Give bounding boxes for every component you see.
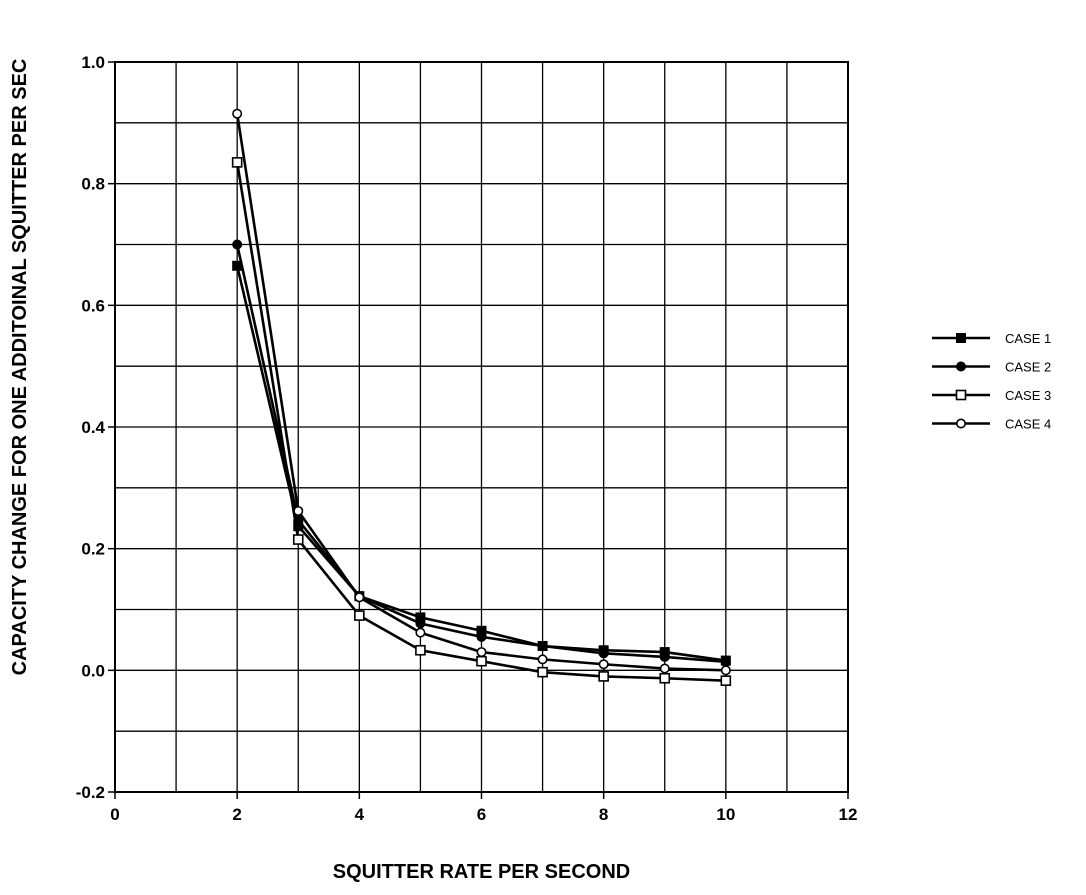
legend: CASE 1 CASE 2 CASE 3 CASE 4 — [932, 331, 1051, 432]
data-point — [476, 625, 487, 636]
data-point — [476, 655, 487, 667]
data-point — [415, 644, 426, 656]
data-point — [415, 618, 426, 629]
data-point — [537, 654, 548, 665]
legend-label: CASE 4 — [1005, 417, 1051, 432]
data-point — [232, 260, 243, 271]
data-point — [293, 505, 304, 516]
y-tick-label: 0.4 — [81, 418, 105, 437]
data-point — [537, 641, 548, 651]
legend-label: CASE 1 — [1005, 331, 1051, 346]
x-tick-label: 2 — [232, 805, 241, 824]
data-point — [598, 671, 609, 682]
data-point — [659, 651, 670, 662]
legend-item: CASE 2 — [932, 360, 1051, 375]
y-tick-label: 0.8 — [81, 175, 105, 194]
x-tick-label: 4 — [355, 805, 365, 824]
data-point — [537, 666, 548, 678]
axis-ticks: 0 2 4 6 8 10 12 -0.2 0.0 0.2 0.4 0.6 0.8 1.0 — [76, 53, 858, 824]
data-point — [598, 659, 609, 670]
data-point — [415, 627, 426, 638]
legend-item: CASE 4 — [932, 417, 1051, 432]
data-point — [720, 675, 732, 686]
legend-item: CASE 1 — [932, 331, 1051, 346]
y-axis-title: CAPACITY CHANGE FOR ONE ADDITOINAL SQUIT… — [9, 59, 31, 676]
legend-marker — [956, 361, 966, 372]
y-tick-label: 1.0 — [81, 53, 105, 72]
data-point — [659, 663, 670, 674]
data-point — [354, 610, 365, 621]
data-point — [659, 672, 671, 684]
x-axis-title: SQUITTER RATE PER SECOND — [333, 861, 630, 883]
x-tick-label: 10 — [716, 805, 735, 824]
y-tick-label: -0.2 — [76, 783, 105, 802]
x-tick-label: 0 — [110, 805, 119, 824]
legend-label: CASE 2 — [1005, 360, 1051, 375]
data-point — [292, 534, 304, 545]
chart-grid — [115, 62, 848, 792]
legend-label: CASE 3 — [1005, 388, 1051, 403]
series-case-3 — [231, 157, 732, 686]
data-point — [476, 647, 487, 658]
y-tick-label: 0.6 — [81, 296, 105, 315]
y-tick-label: 0.0 — [81, 661, 105, 680]
x-tick-label: 12 — [839, 805, 858, 824]
data-point — [232, 108, 243, 119]
legend-marker — [955, 418, 966, 429]
legend-marker — [956, 333, 966, 343]
data-point — [476, 631, 487, 642]
data-point — [354, 592, 365, 603]
data-point — [720, 665, 731, 676]
y-tick-label: 0.2 — [81, 540, 105, 559]
data-point — [232, 239, 243, 250]
data-point — [720, 656, 731, 667]
data-point — [293, 521, 304, 532]
x-tick-label: 6 — [477, 805, 486, 824]
data-point — [415, 612, 426, 623]
data-point — [598, 648, 609, 659]
legend-item: CASE 3 — [932, 388, 1051, 403]
data-point — [231, 157, 243, 168]
series-layer — [231, 108, 732, 686]
series-case-4 — [232, 108, 731, 676]
x-tick-label: 8 — [599, 805, 608, 824]
legend-marker — [955, 389, 967, 401]
